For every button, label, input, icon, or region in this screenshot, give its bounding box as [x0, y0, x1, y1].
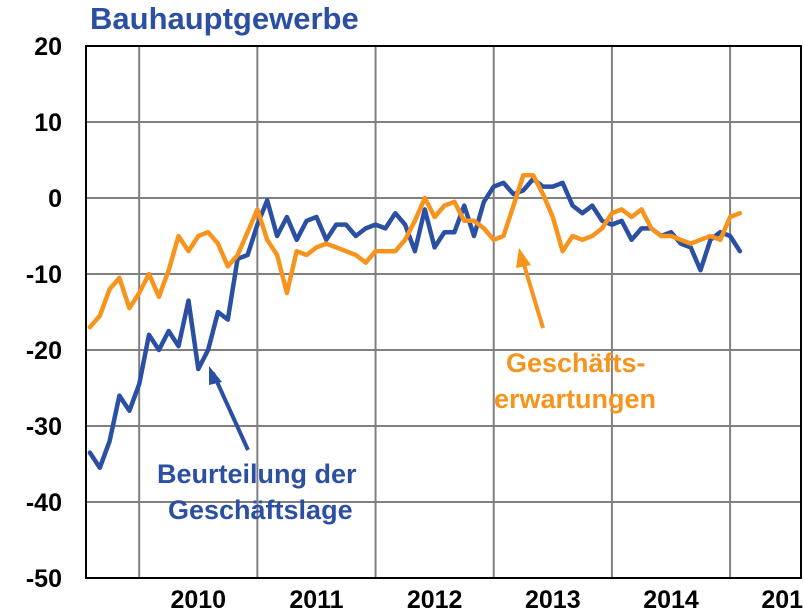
y-tick-label: 0 [48, 185, 62, 213]
x-tick-label: 2014 [643, 586, 699, 613]
series-line-lage [87, 176, 743, 471]
annotation-erwartungen-arrowhead [516, 248, 531, 268]
x-tick-label: 2011 [289, 586, 343, 613]
plot-lines [87, 172, 743, 471]
annotation-lage: Beurteilung der Geschäftslage [157, 366, 357, 525]
gridlines [86, 46, 801, 578]
y-tick-label: -40 [26, 489, 62, 517]
x-tick-label: 2015 [761, 586, 804, 613]
annotation-lage-line1: Beurteilung der [157, 459, 357, 489]
y-tick-label: -10 [26, 261, 62, 289]
annotation-erwartungen-line1: Geschäfts- [506, 348, 646, 378]
x-tick-label: 2013 [525, 586, 581, 613]
chart-title: Bauhauptgewerbe [90, 1, 359, 36]
x-tick-label: 2010 [170, 586, 226, 613]
y-tick-label: 10 [34, 109, 62, 137]
y-tick-label: -30 [26, 413, 62, 441]
x-axis: 2010 2011 2012 2013 2014 2015 [170, 586, 804, 613]
annotation-lage-arrowhead [209, 366, 222, 385]
x-tick-label: 2012 [407, 586, 463, 613]
y-tick-label: -20 [26, 337, 62, 365]
series-line-erwartungen [87, 172, 743, 330]
y-tick-label: 20 [34, 33, 62, 61]
y-tick-label: -50 [26, 565, 62, 593]
y-axis: 20 10 0 -10 -20 -30 -40 -50 [26, 33, 62, 593]
annotation-erwartungen: Geschäfts- erwartungen [494, 248, 656, 414]
annotation-lage-arrow [211, 372, 250, 451]
annotation-erwartungen-arrow [520, 257, 545, 329]
plot-frame [85, 45, 802, 579]
annotation-lage-line2: Geschäftslage [168, 495, 353, 525]
annotation-erwartungen-line2: erwartungen [494, 384, 656, 414]
